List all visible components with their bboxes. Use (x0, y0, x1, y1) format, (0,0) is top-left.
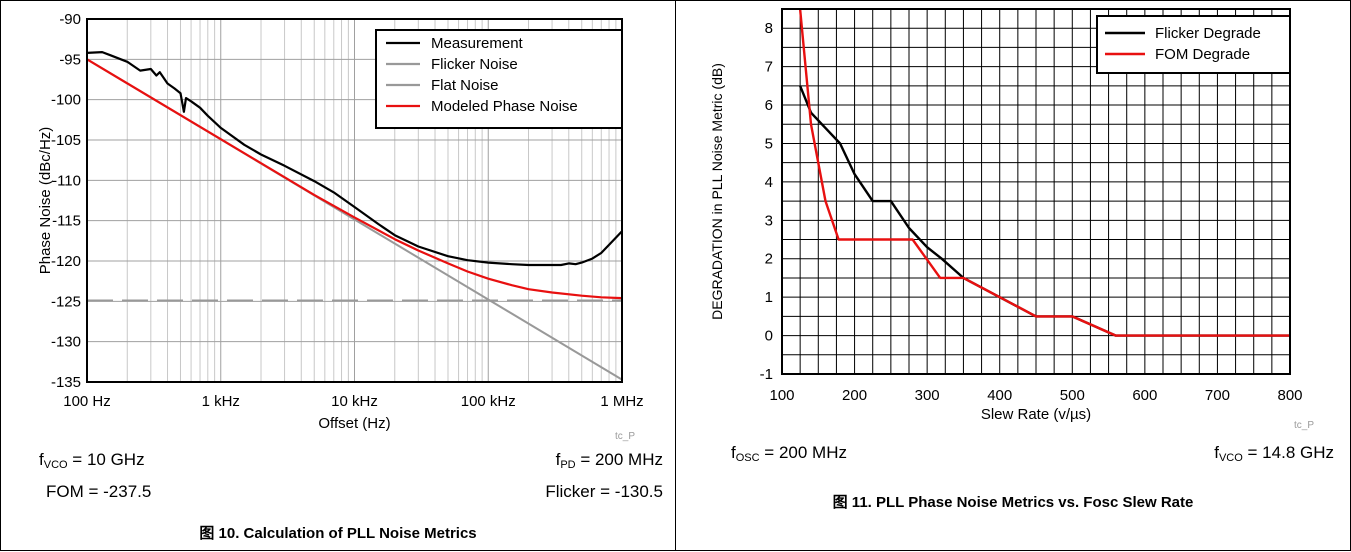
y-tick-label: 5 (765, 135, 773, 152)
degradation-chart: 100 200 300 400 500 600 700 800 -1 0 1 2 3 4 5 6 7 8 Slew … (709, 8, 1303, 423)
figure-caption: 图 10. Calculation of PLL Noise Metrics (199, 525, 477, 542)
y-tick-label: -120 (51, 253, 81, 270)
x-tick-label: 300 (915, 387, 940, 404)
x-tick-label: 700 (1205, 387, 1230, 404)
x-tick-label: 800 (1277, 387, 1302, 404)
fvco-info: fVCO = 14.8 GHz (1214, 443, 1334, 464)
y-tick-label: 1 (765, 289, 773, 306)
y-tick-label: 3 (765, 212, 773, 229)
y-tick-label: -135 (51, 374, 81, 391)
chart-panel-left: 100 Hz 1 kHz 10 kHz 100 kHz 1 MHz -135 -130 -12… (0, 0, 676, 551)
x-tick-label: 200 (842, 387, 867, 404)
y-tick-label: 2 (765, 251, 773, 268)
fvco-info: fVCO = 10 GHz (39, 450, 145, 471)
series-line-modeled-phase-noise (86, 58, 623, 300)
y-tick-label: -1 (760, 366, 773, 383)
legend-label: Flat Noise (431, 77, 499, 94)
y-tick-label: -90 (59, 11, 81, 28)
y-tick-label: 6 (765, 97, 773, 114)
y-tick-label: -115 (52, 213, 81, 230)
y-tick-label: 8 (765, 20, 773, 37)
plot-frame (781, 8, 1291, 375)
y-tick-label: -130 (51, 334, 81, 351)
series-line-measurement (86, 50, 623, 267)
y-tick-label: -125 (51, 293, 81, 310)
plot-frame (86, 18, 623, 383)
y-tick-label: 4 (765, 174, 773, 191)
y-tick-label: -110 (52, 172, 81, 189)
y-tick-label: 0 (765, 328, 773, 345)
legend-label: Flicker Noise (431, 56, 518, 73)
chart-panel-right: 100 200 300 400 500 600 700 800 -1 0 1 2 3 4 5 6 7 8 Slew … (675, 0, 1351, 551)
legend-label: Measurement (431, 35, 524, 52)
y-tick-label: -105 (51, 132, 81, 149)
fosc-info: fOSC = 200 MHz (731, 443, 847, 464)
fom-info: FOM = -237.5 (46, 482, 152, 501)
x-tick-label: 1 kHz (202, 393, 240, 410)
figure-caption: 图 11. PLL Phase Noise Metrics vs. Fosc S… (832, 494, 1194, 511)
x-tick-label: 10 kHz (331, 393, 378, 410)
legend-box (1096, 15, 1291, 74)
x-tick-label: 1 MHz (600, 393, 643, 410)
legend-label: FOM Degrade (1155, 46, 1250, 63)
x-tick-label: 400 (987, 387, 1012, 404)
watermark: tc_P (1294, 420, 1315, 431)
legend-box (375, 29, 623, 129)
y-axis-label: DEGRADATION in PLL Noise Metric (dB) (709, 63, 725, 320)
x-tick-label: 600 (1132, 387, 1157, 404)
legend-label: Modeled Phase Noise (431, 98, 578, 115)
x-tick-label: 100 kHz (461, 393, 516, 410)
series-line-flicker-degrade (798, 85, 1290, 337)
series-line-fom-degrade (798, 8, 1290, 337)
y-tick-label: 7 (765, 59, 773, 76)
x-tick-label: 500 (1060, 387, 1085, 404)
flicker-info: Flicker = -130.5 (545, 482, 663, 501)
x-tick-label: 100 Hz (63, 393, 111, 410)
legend-label: Flicker Degrade (1155, 25, 1261, 42)
x-axis-label: Slew Rate (v/µs) (981, 406, 1091, 423)
x-tick-label: 100 (769, 387, 794, 404)
y-tick-label: -95 (59, 51, 81, 68)
y-tick-label: -100 (51, 92, 81, 109)
phase-noise-chart: 100 Hz 1 kHz 10 kHz 100 kHz 1 MHz -135 -130 -12… (37, 11, 644, 432)
fpd-info: fPD = 200 MHz (555, 450, 663, 471)
x-axis-label: Offset (Hz) (318, 415, 390, 432)
y-axis-label: Phase Noise (dBc/Hz) (37, 127, 54, 275)
watermark: tc_P (615, 431, 636, 442)
